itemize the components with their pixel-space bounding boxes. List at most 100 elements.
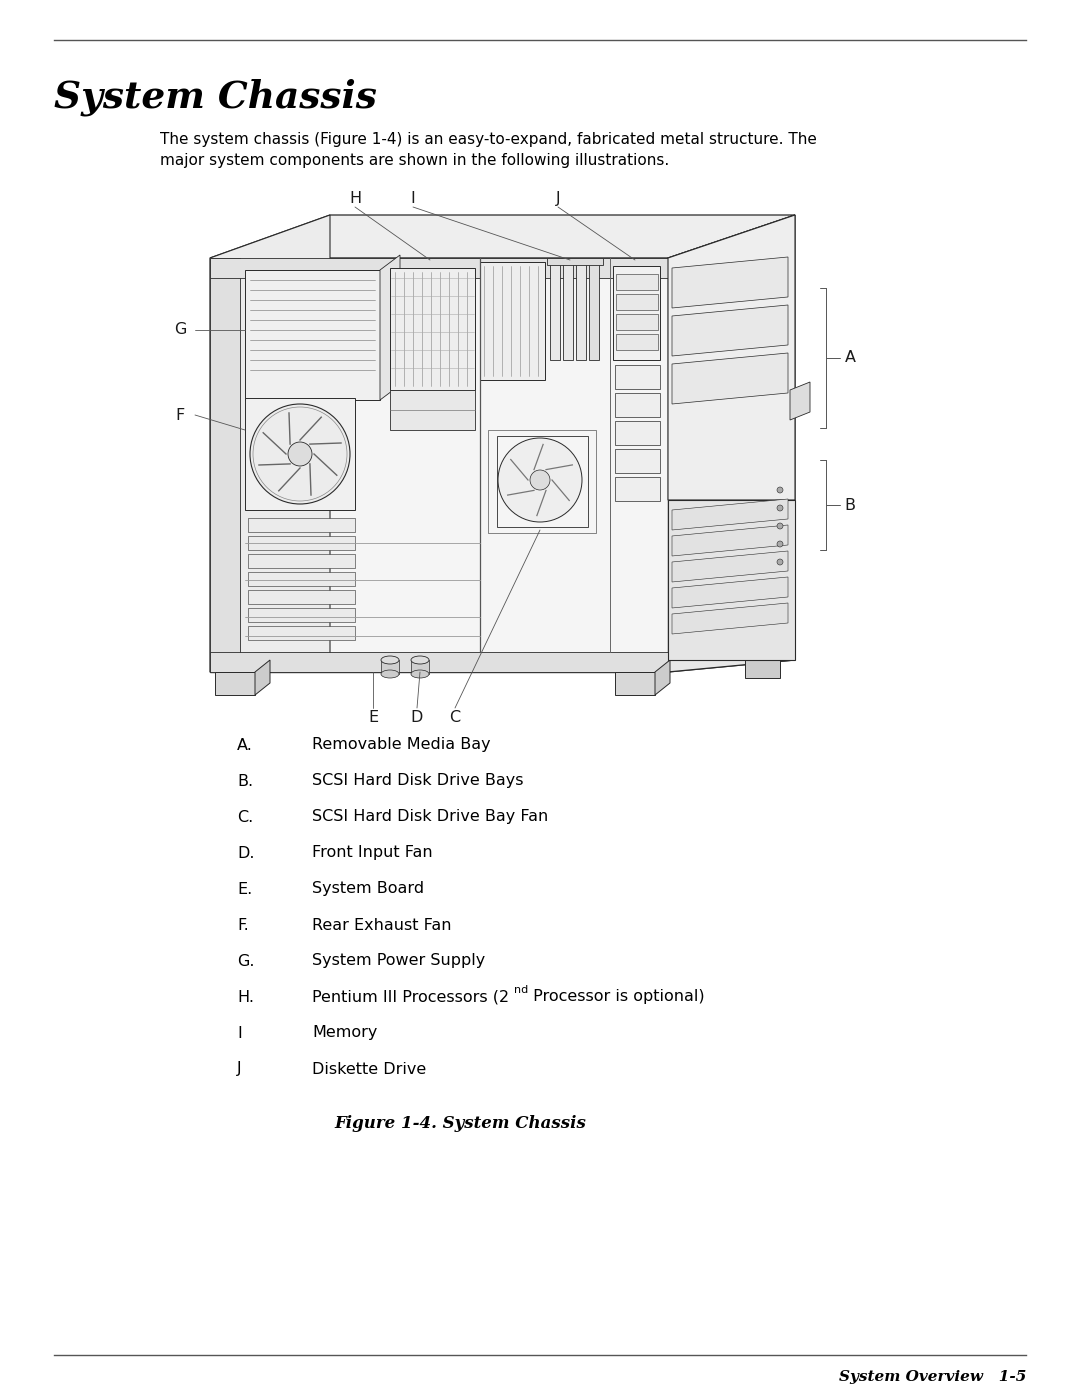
Text: D: D (410, 710, 423, 725)
Text: F.: F. (237, 918, 248, 933)
Text: A.: A. (237, 738, 253, 753)
Polygon shape (563, 263, 573, 360)
Text: Rear Exhaust Fan: Rear Exhaust Fan (312, 918, 451, 933)
Polygon shape (613, 265, 660, 360)
Polygon shape (616, 314, 658, 330)
Text: G.: G. (237, 954, 255, 968)
Polygon shape (669, 215, 795, 500)
Circle shape (777, 488, 783, 493)
Text: Front Input Fan: Front Input Fan (312, 845, 433, 861)
Text: System Overview   1-5: System Overview 1-5 (839, 1370, 1026, 1384)
Polygon shape (248, 608, 355, 622)
Text: J: J (237, 1062, 242, 1077)
Text: F: F (175, 408, 185, 422)
Polygon shape (672, 305, 788, 356)
Polygon shape (390, 390, 475, 430)
Text: nd: nd (514, 985, 528, 995)
Circle shape (777, 559, 783, 564)
Polygon shape (550, 263, 561, 360)
Polygon shape (672, 257, 788, 307)
Polygon shape (248, 590, 355, 604)
Circle shape (777, 541, 783, 548)
Polygon shape (248, 555, 355, 569)
Ellipse shape (381, 657, 399, 664)
Text: System Board: System Board (312, 882, 424, 897)
Text: I: I (237, 1025, 242, 1041)
Polygon shape (390, 268, 475, 390)
Text: The system chassis (Figure 1-4) is an easy-to-expand, fabricated metal structure: The system chassis (Figure 1-4) is an ea… (160, 131, 816, 147)
Polygon shape (616, 334, 658, 351)
Polygon shape (380, 256, 400, 400)
Polygon shape (215, 672, 255, 694)
Text: Figure 1-4. System Chassis: Figure 1-4. System Chassis (334, 1115, 586, 1132)
Polygon shape (210, 258, 240, 672)
Polygon shape (669, 500, 795, 659)
Polygon shape (616, 274, 658, 291)
Text: H.: H. (237, 989, 254, 1004)
Polygon shape (672, 604, 788, 634)
Text: B: B (845, 497, 855, 513)
Text: Diskette Drive: Diskette Drive (312, 1062, 427, 1077)
Text: System Chassis: System Chassis (54, 78, 377, 116)
Text: G: G (174, 323, 186, 338)
Bar (210, 258, 669, 672)
Polygon shape (789, 381, 810, 420)
Polygon shape (615, 672, 654, 694)
Polygon shape (546, 258, 603, 265)
Polygon shape (576, 263, 586, 360)
Text: A: A (845, 351, 855, 366)
Polygon shape (672, 525, 788, 556)
Text: Pentium III Processors (2: Pentium III Processors (2 (312, 989, 509, 1004)
Polygon shape (248, 536, 355, 550)
Ellipse shape (411, 671, 429, 678)
Polygon shape (616, 293, 658, 310)
Polygon shape (480, 263, 545, 380)
Polygon shape (669, 215, 795, 672)
Circle shape (498, 439, 582, 522)
Polygon shape (615, 476, 660, 502)
Text: Memory: Memory (312, 1025, 377, 1041)
Text: E.: E. (237, 882, 253, 897)
Text: major system components are shown in the following illustrations.: major system components are shown in the… (160, 154, 670, 168)
Ellipse shape (381, 671, 399, 678)
Polygon shape (615, 393, 660, 416)
Polygon shape (245, 270, 380, 400)
Polygon shape (210, 215, 330, 672)
Ellipse shape (411, 657, 429, 664)
Text: System Power Supply: System Power Supply (312, 954, 485, 968)
Polygon shape (248, 571, 355, 585)
Text: I: I (410, 191, 416, 205)
Polygon shape (615, 448, 660, 474)
Text: H: H (349, 191, 361, 205)
Text: Removable Media Bay: Removable Media Bay (312, 738, 490, 753)
Polygon shape (210, 659, 795, 672)
Polygon shape (210, 258, 669, 278)
Circle shape (530, 469, 550, 490)
Polygon shape (615, 365, 660, 388)
Circle shape (777, 504, 783, 511)
Polygon shape (255, 659, 270, 694)
Polygon shape (245, 398, 355, 510)
Circle shape (249, 404, 350, 504)
Text: E: E (368, 710, 378, 725)
Text: C.: C. (237, 809, 253, 824)
Circle shape (288, 441, 312, 467)
Circle shape (777, 522, 783, 529)
Polygon shape (672, 353, 788, 404)
Text: C: C (449, 710, 460, 725)
Text: J: J (556, 191, 561, 205)
Text: SCSI Hard Disk Drive Bays: SCSI Hard Disk Drive Bays (312, 774, 524, 788)
Text: D.: D. (237, 845, 255, 861)
Text: B.: B. (237, 774, 253, 788)
Polygon shape (672, 577, 788, 608)
Polygon shape (672, 499, 788, 529)
Polygon shape (210, 215, 795, 258)
Text: Processor is optional): Processor is optional) (528, 989, 704, 1004)
Polygon shape (248, 626, 355, 640)
Polygon shape (248, 518, 355, 532)
Polygon shape (672, 550, 788, 583)
Polygon shape (589, 263, 599, 360)
Polygon shape (381, 659, 399, 673)
Polygon shape (210, 652, 669, 672)
Polygon shape (654, 659, 670, 694)
